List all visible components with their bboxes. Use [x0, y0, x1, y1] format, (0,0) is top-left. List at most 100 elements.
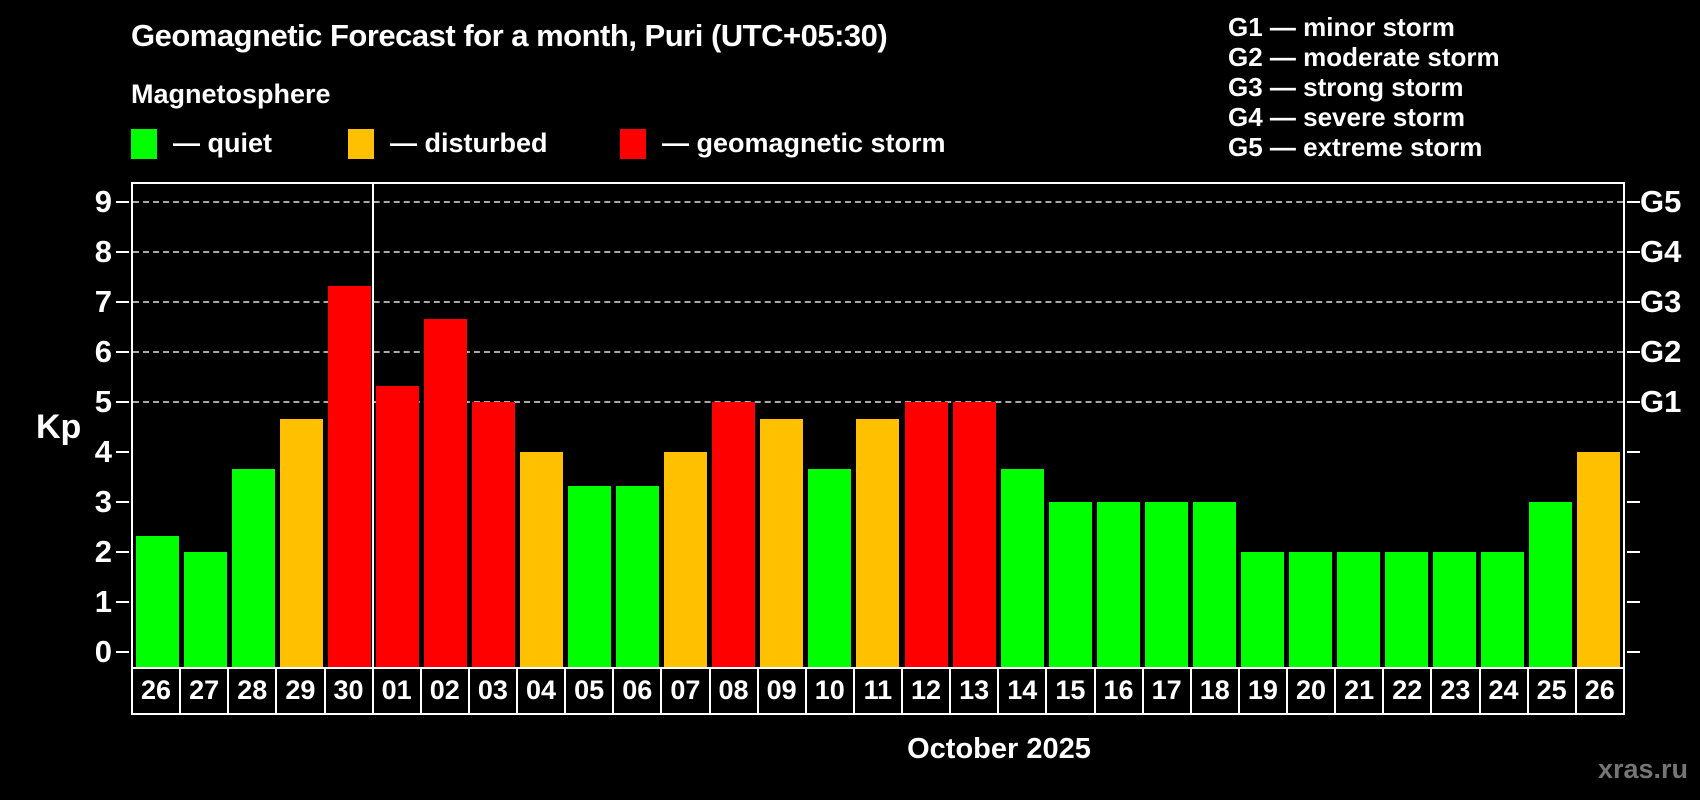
magnetosphere-subtitle: Magnetosphere — [131, 79, 331, 109]
y-tick-right-6 — [1627, 351, 1640, 353]
y-tick-label-5: 5 — [94, 384, 112, 419]
y-tick-label-8: 8 — [94, 234, 112, 269]
y-tick-label-1: 1 — [94, 584, 112, 619]
day-cell-23: 23 — [1430, 669, 1478, 713]
day-cell-26: 26 — [141, 675, 172, 705]
bar-day-15-quiet — [1048, 502, 1092, 667]
bars-container — [133, 184, 1623, 667]
bar-slot-day-03 — [469, 184, 517, 667]
bar-slot-day-19 — [1238, 184, 1286, 667]
y-tick-right-5 — [1627, 401, 1640, 403]
bar-slot-day-08 — [710, 184, 758, 667]
bar-day-25-quiet — [1529, 502, 1573, 667]
bar-day-26-quiet — [135, 535, 179, 667]
legend-item-label: — disturbed — [390, 128, 548, 158]
bar-slot-day-24 — [1479, 184, 1527, 667]
y-tick-right-7 — [1627, 301, 1640, 303]
bar-slot-day-21 — [1335, 184, 1383, 667]
bar-slot-day-09 — [758, 184, 806, 667]
bar-day-18-quiet — [1192, 502, 1236, 667]
bar-slot-day-07 — [662, 184, 710, 667]
day-cell-24: 24 — [1478, 669, 1527, 713]
day-cell-16: 16 — [1093, 669, 1142, 713]
day-cell-19: 19 — [1237, 669, 1286, 713]
legend-item-quiet: — quiet — [131, 128, 272, 159]
day-cell-17: 17 — [1141, 669, 1190, 713]
y-tick-left-4 — [116, 451, 129, 453]
bar-slot-day-16 — [1094, 184, 1142, 667]
bar-slot-day-10 — [806, 184, 854, 667]
day-cell-14: 14 — [997, 669, 1045, 713]
y-tick-right-0 — [1627, 651, 1640, 653]
y-tick-label-9: 9 — [94, 184, 112, 219]
y-tick-right-9 — [1627, 201, 1640, 203]
day-cell-09: 09 — [756, 669, 805, 713]
y-tick-left-1 — [116, 601, 129, 603]
bar-day-28-quiet — [231, 468, 275, 667]
day-cell-20: 20 — [1286, 669, 1334, 713]
gridline-kp-8 — [133, 251, 1623, 253]
bar-day-27-quiet — [183, 552, 227, 667]
bar-day-09-disturbed — [760, 418, 804, 667]
bar-slot-day-25 — [1527, 184, 1575, 667]
bar-slot-day-26 — [1575, 184, 1623, 667]
g-level-label-g2: G2 — [1640, 334, 1682, 369]
bar-day-30-storm — [327, 285, 371, 667]
y-tick-label-2: 2 — [94, 534, 112, 569]
day-cell-10: 10 — [804, 669, 853, 713]
bar-slot-day-06 — [614, 184, 662, 667]
bar-day-22-quiet — [1385, 552, 1429, 667]
day-cell-15: 15 — [1045, 669, 1093, 713]
storm-scale-line: G5 — extreme storm — [1228, 132, 1483, 162]
month-boundary-line — [372, 184, 375, 667]
x-axis-day-labels: 26 27 28 29 30 01 02 03 04 05 06 07 08 09 10 11 12 13 14 15… — [131, 667, 1625, 715]
g-level-label-g1: G1 — [1640, 384, 1682, 419]
storm-scale-line: G2 — moderate storm — [1228, 42, 1500, 72]
bar-slot-day-04 — [518, 184, 566, 667]
bar-day-19-quiet — [1240, 552, 1284, 667]
bar-slot-day-20 — [1287, 184, 1335, 667]
y-tick-label-4: 4 — [94, 434, 112, 469]
day-cell-07: 07 — [660, 669, 708, 713]
y-tick-label-3: 3 — [94, 484, 112, 519]
y-tick-left-5 — [116, 401, 129, 403]
bar-day-03-storm — [471, 402, 515, 667]
gridline-kp-7 — [133, 301, 1623, 303]
x-axis-title: October 2025 — [907, 733, 1091, 765]
bar-day-24-quiet — [1481, 552, 1525, 667]
bar-day-12-storm — [904, 402, 948, 667]
bar-day-26-disturbed — [1577, 452, 1621, 667]
y-tick-label-7: 7 — [94, 284, 112, 319]
y-axis-title: Kp — [36, 408, 82, 446]
bar-day-14-quiet — [1000, 468, 1044, 667]
day-cell-01: 01 — [371, 669, 420, 713]
bar-day-11-disturbed — [856, 418, 900, 667]
bar-slot-day-28 — [229, 184, 277, 667]
bar-day-13-storm — [952, 402, 996, 667]
day-cell-13: 13 — [949, 669, 997, 713]
day-cell-11: 11 — [852, 669, 901, 713]
bar-day-17-quiet — [1144, 502, 1188, 667]
watermark: xras.ru — [1597, 754, 1688, 784]
storm-scale-line: G4 — severe storm — [1228, 102, 1466, 132]
g-level-label-g5: G5 — [1640, 184, 1682, 219]
day-cell-25: 25 — [1526, 669, 1575, 713]
day-cell-06: 06 — [612, 669, 660, 713]
day-cell-26: 26 — [1574, 669, 1623, 713]
bar-slot-day-26 — [133, 184, 181, 667]
bar-day-01-storm — [375, 385, 419, 667]
bar-day-08-storm — [712, 402, 756, 667]
bar-slot-day-15 — [1046, 184, 1094, 667]
day-cell-30: 30 — [323, 669, 372, 713]
bar-slot-day-14 — [998, 184, 1046, 667]
bar-slot-day-29 — [277, 184, 325, 667]
g-level-label-g4: G4 — [1640, 234, 1682, 269]
storm-swatch-icon — [620, 128, 646, 159]
bar-slot-day-18 — [1190, 184, 1238, 667]
bar-day-02-storm — [423, 318, 467, 667]
state-legend: — quiet — disturbed — geomagnetic storm — [0, 128, 1700, 164]
y-tick-right-8 — [1627, 251, 1640, 253]
bar-slot-day-23 — [1431, 184, 1479, 667]
bar-slot-day-22 — [1383, 184, 1431, 667]
